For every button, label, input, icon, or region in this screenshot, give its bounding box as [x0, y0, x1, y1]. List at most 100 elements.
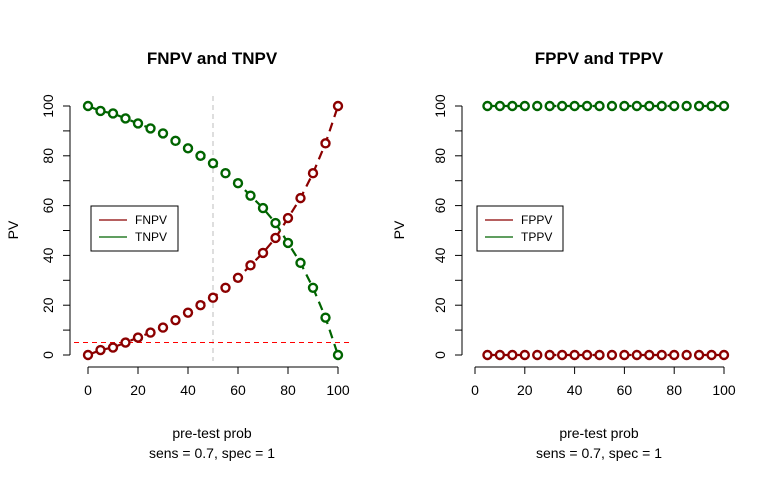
tnpv-point [220, 168, 231, 179]
tppv-point [544, 100, 555, 112]
tnpv-point [245, 190, 256, 201]
tppv-point [619, 100, 630, 112]
y-tick-label: 40 [40, 247, 56, 263]
fppv-point [494, 349, 506, 361]
fppv-point [693, 349, 705, 361]
fnpv-point [270, 232, 281, 244]
fnpv-point [157, 322, 169, 333]
tppv-point [656, 100, 667, 112]
tppv-point [669, 100, 680, 112]
fnpv-point [132, 332, 144, 343]
fppv-point [482, 349, 493, 361]
y-tick-label: 40 [432, 247, 448, 263]
tppv-point [581, 100, 593, 112]
x-axis-sublabel: sens = 0.7, spec = 1 [149, 445, 275, 461]
x-tick-label: 40 [180, 382, 196, 398]
fnpv-point [82, 349, 94, 361]
legend: FNPV TNPV [90, 205, 179, 252]
x-axis-label: pre-test prob [559, 425, 639, 441]
tppv-point [556, 100, 568, 112]
y-axis-label: PV [391, 220, 407, 239]
tnpv-point [257, 202, 269, 214]
fnpv-point [245, 260, 256, 271]
fppv-point [669, 349, 680, 361]
fnpv-point [145, 327, 156, 338]
y-tick-label: 0 [40, 351, 56, 359]
fppv-point [644, 349, 655, 361]
x-tick-label: 80 [280, 382, 296, 398]
tppv-point [706, 100, 717, 112]
tppv-point [681, 100, 692, 112]
y-tick-label: 0 [432, 351, 448, 359]
tppv-point [718, 100, 730, 112]
tnpv-point [320, 312, 331, 323]
tnpv-point [182, 143, 194, 154]
y-tick-label: 20 [40, 297, 56, 313]
fppv-point [656, 349, 667, 361]
tppv-point [631, 100, 643, 112]
legend: FPPV TPPV [476, 205, 564, 252]
tnpv-point [132, 118, 144, 129]
fppv-point [706, 349, 717, 361]
tnpv-point [282, 237, 294, 249]
fnpv-point [282, 212, 294, 224]
y-tick-label: 100 [432, 94, 448, 118]
fppv-point [619, 349, 630, 361]
fnpv-point [120, 337, 131, 348]
fppv-point [581, 349, 593, 361]
legend-label: TNPV [135, 230, 167, 244]
tppv-point [482, 100, 493, 112]
legend-box [90, 205, 179, 252]
y-tick-label: 60 [40, 198, 56, 214]
tnpv-point [332, 349, 344, 361]
fppv-point [556, 349, 568, 361]
tnpv-point [295, 257, 306, 269]
fnpv-point [232, 272, 244, 284]
tnpv-point [95, 105, 106, 117]
x-axis-sublabel: sens = 0.7, spec = 1 [536, 445, 662, 461]
fppv-point [569, 349, 580, 361]
tnpv-point [232, 177, 244, 189]
fppv-point [507, 349, 518, 361]
x-tick-label: 0 [84, 382, 92, 398]
y-axis-label: PV [5, 220, 21, 239]
tppv-point [693, 100, 705, 112]
x-tick-label: 100 [326, 382, 350, 398]
tppv-point [507, 100, 518, 112]
plot-area: 0 20 40 60 80 100 0 20 40 60 80 100 FNPV TNPV [40, 94, 351, 398]
fnpv-point [107, 342, 119, 353]
tnpv-point [270, 217, 281, 229]
x-axis-label: pre-test prob [172, 425, 252, 441]
tppv-point [606, 100, 618, 112]
fppv-point [544, 349, 555, 361]
x-tick-label: 20 [517, 382, 533, 398]
fnpv-point [95, 344, 106, 356]
tppv-point [494, 100, 506, 112]
y-tick-label: 80 [40, 148, 56, 164]
tnpv-point [170, 135, 181, 147]
x-tick-label: 80 [666, 382, 682, 398]
fnpv-point [182, 307, 194, 318]
y-tick-label: 60 [432, 198, 448, 214]
legend-label: TPPV [521, 230, 552, 244]
tnpv-point [120, 113, 131, 124]
fnpv-point [332, 100, 344, 112]
fnpv-point [207, 292, 219, 303]
x-tick-label: 40 [567, 382, 583, 398]
tnpv-point [307, 282, 319, 293]
tnpv-point [107, 108, 119, 119]
fppv-point [631, 349, 643, 361]
tnpv-point [145, 123, 156, 134]
tppv-point [569, 100, 580, 112]
chart-title: FNPV and TNPV [147, 49, 278, 68]
tnpv-point [157, 128, 169, 139]
fppv-tppv-panel: FPPV and TPPV pre-test prob sens = 0.7, … [391, 49, 736, 461]
x-tick-label: 60 [617, 382, 633, 398]
tnpv-point [82, 100, 94, 112]
y-tick-label: 80 [432, 148, 448, 164]
legend-label: FNPV [135, 213, 167, 227]
chart-title: FPPV and TPPV [535, 49, 664, 68]
tppv-point [594, 100, 605, 112]
fnpv-point [220, 282, 231, 293]
tppv-point [519, 100, 530, 112]
